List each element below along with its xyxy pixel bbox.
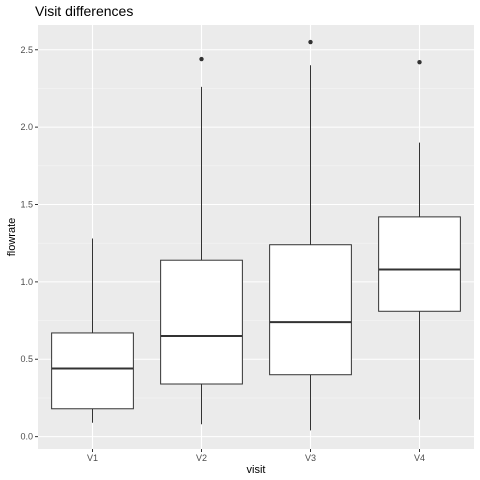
outlier-point	[417, 60, 421, 64]
box-iqr	[52, 333, 134, 409]
box-iqr	[379, 217, 461, 311]
outlier-point	[308, 40, 312, 44]
x-axis-title: visit	[247, 464, 266, 476]
y-tick-label: 1.0	[20, 277, 33, 287]
y-tick-label: 2.5	[20, 45, 33, 55]
y-axis: 0.0 0.5 1.0 1.5 2.0 2.5	[20, 45, 38, 442]
y-tick-label: 0.5	[20, 354, 33, 364]
y-tick-label: 1.5	[20, 200, 33, 210]
x-tick-label: V1	[87, 453, 98, 463]
chart-title: Visit differences	[35, 3, 133, 19]
y-tick-label: 0.0	[20, 432, 33, 442]
y-axis-title: flowrate	[6, 218, 18, 257]
outlier-point	[199, 57, 203, 61]
x-tick-label: V4	[414, 453, 425, 463]
x-tick-label: V3	[305, 453, 316, 463]
box-iqr	[161, 260, 243, 384]
x-tick-label: V2	[196, 453, 207, 463]
x-axis: V1 V2 V3 V4	[87, 449, 425, 463]
y-tick-label: 2.0	[20, 122, 33, 132]
box-iqr	[270, 245, 352, 375]
